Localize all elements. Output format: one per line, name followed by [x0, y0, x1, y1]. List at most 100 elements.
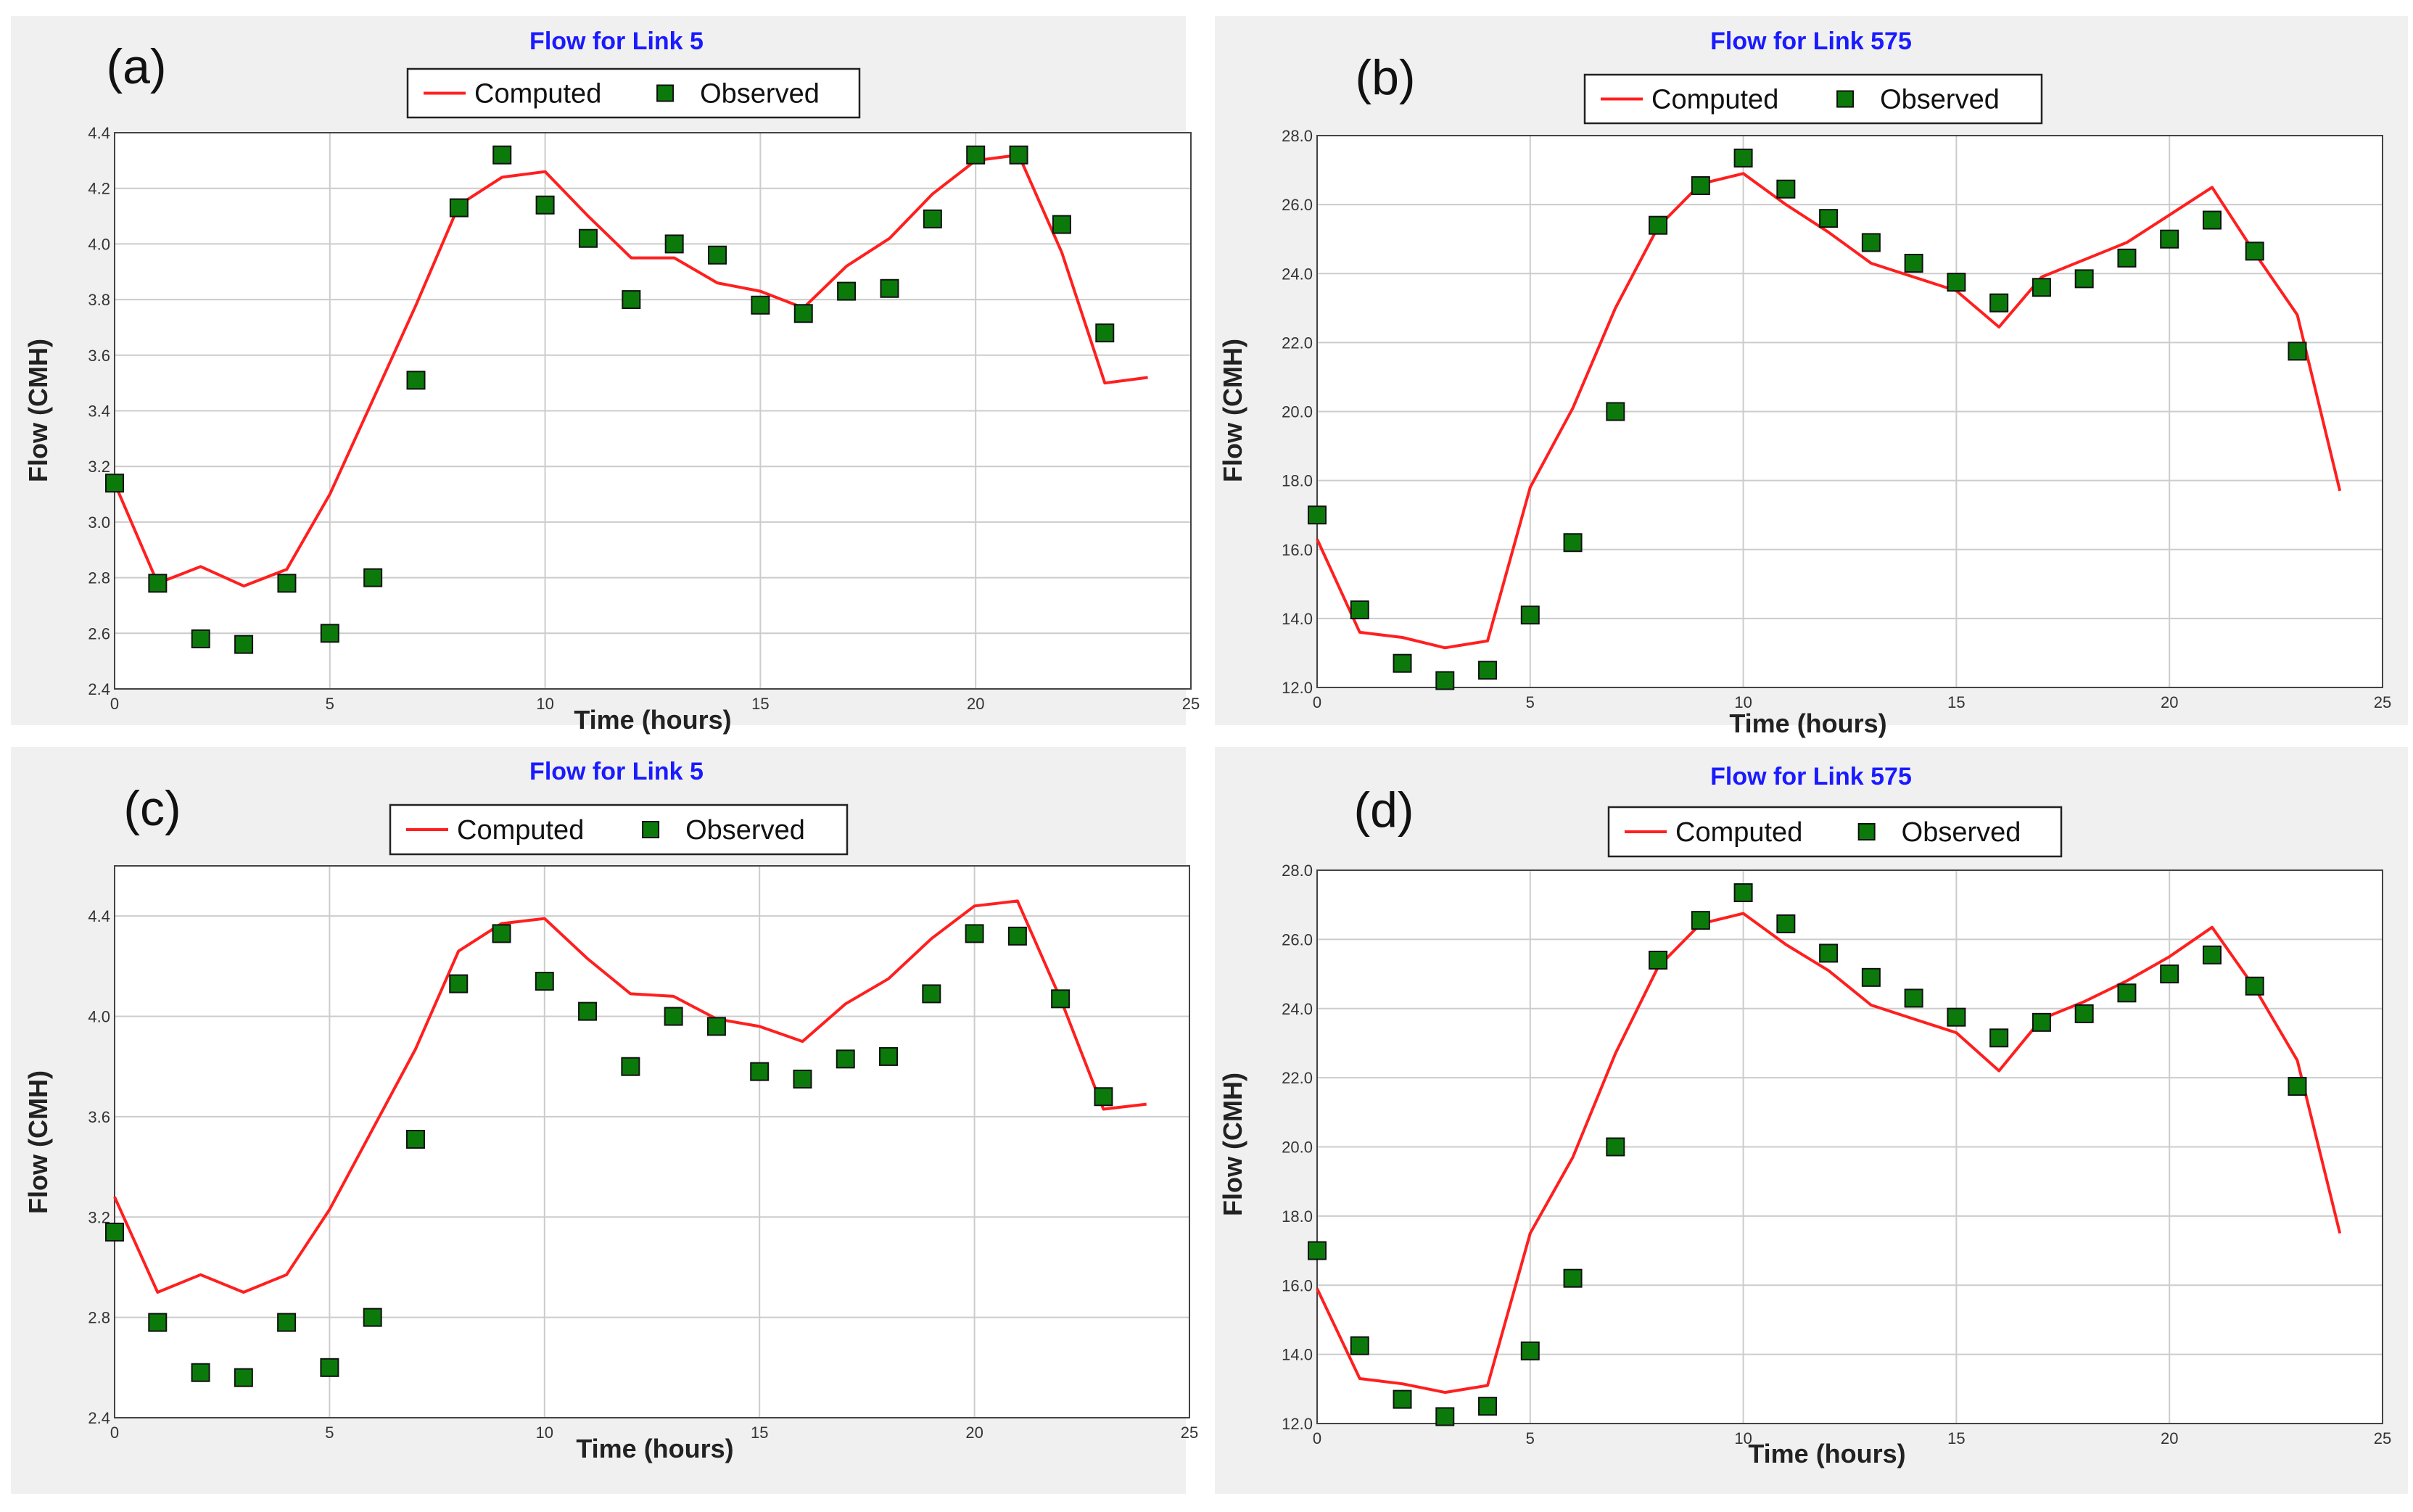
y-tick-label: 12.0: [1282, 1415, 1313, 1433]
y-tick-label: 4.4: [88, 907, 110, 925]
plot-frame: [114, 132, 1192, 690]
observed-point: [1094, 1087, 1113, 1107]
legend: Computed Observed: [1583, 73, 2043, 125]
y-tick-label: 18.0: [1282, 472, 1313, 490]
computed-series-line: [113, 899, 1147, 1294]
observed-point: [578, 1001, 598, 1021]
y-axis-label: Flow (CMH): [1218, 1073, 1247, 1216]
legend-observed-swatch: [1836, 90, 1855, 108]
legend-observed-label: Observed: [1902, 817, 2021, 848]
observed-point: [2032, 278, 2051, 297]
y-tick-label: 16.0: [1282, 541, 1313, 559]
observed-point: [1007, 926, 1027, 946]
legend: Computed Observed: [389, 803, 849, 856]
observed-point: [966, 145, 986, 165]
legend-observed-swatch: [642, 821, 660, 838]
observed-point: [1733, 883, 1753, 902]
legend: Computed Observed: [1607, 806, 2063, 858]
observed-point: [1819, 943, 1839, 963]
observed-point: [1649, 950, 1668, 970]
legend-observed-swatch: [1857, 823, 1876, 840]
observed-point: [234, 635, 254, 654]
chart-title: Flow for Link 5: [529, 28, 704, 55]
observed-point: [1989, 1028, 2009, 1048]
y-tick-label: 2.8: [88, 1309, 110, 1327]
observed-point: [1009, 145, 1028, 165]
observed-point: [1947, 1007, 1966, 1027]
y-tick-label: 22.0: [1282, 334, 1313, 352]
x-tick-label: 25: [2374, 1429, 2391, 1447]
observed-point: [965, 924, 984, 943]
y-tick-label: 2.8: [88, 569, 110, 587]
observed-point: [837, 281, 857, 301]
observed-point: [1520, 1341, 1540, 1360]
observed-point: [492, 145, 512, 165]
x-tick-label: 20: [2161, 1429, 2178, 1447]
y-axis-label: Flow (CMH): [23, 1070, 53, 1214]
observed-point: [535, 972, 554, 991]
observed-point: [320, 1358, 339, 1377]
chart-panel-4: 12.0 14.0 16.0 18.0 20.0 22.0 24.0 26.0 28.0 0 5 10…: [1215, 747, 2408, 1494]
observed-point: [708, 245, 727, 265]
observed-point: [1435, 671, 1455, 690]
chart-title: Flow for Link 5: [529, 758, 704, 785]
y-axis-label: Flow (CMH): [1218, 339, 1247, 482]
x-axis-label: Time (hours): [1729, 709, 1886, 738]
observed-point: [2160, 964, 2179, 984]
observed-point: [191, 1363, 210, 1382]
y-tick-label: 26.0: [1282, 930, 1313, 949]
legend-observed-swatch: [656, 84, 675, 102]
x-axis-label: Time (hours): [574, 705, 731, 735]
observed-point: [492, 924, 511, 943]
observed-point: [1861, 967, 1881, 987]
observed-point: [191, 629, 210, 648]
y-tick-label: 4.0: [88, 1008, 110, 1026]
observed-point: [621, 1057, 640, 1076]
legend-box: [1583, 73, 2043, 125]
observed-point: [2288, 342, 2307, 361]
observed-point: [1435, 1407, 1455, 1426]
x-axis-label: Time (hours): [1748, 1439, 1905, 1468]
y-tick-label: 20.0: [1282, 1139, 1313, 1157]
y-tick-label: 24.0: [1282, 265, 1313, 283]
observed-point: [879, 1046, 899, 1066]
y-tick-label: 3.0: [88, 513, 110, 532]
y-tick-label: 4.4: [88, 124, 110, 142]
x-tick-label: 25: [1181, 1424, 1198, 1442]
observed-point: [1563, 1268, 1583, 1288]
y-tick-label: 4.0: [88, 235, 110, 253]
panel-label: (c): [123, 781, 181, 836]
observed-point: [277, 1313, 297, 1332]
y-tick-label: 14.0: [1282, 610, 1313, 628]
legend-box: [389, 803, 849, 856]
y-tick-label: 14.0: [1282, 1346, 1313, 1364]
observed-point: [664, 234, 684, 254]
observed-point: [1393, 1389, 1412, 1409]
x-tick-label: 5: [1526, 1429, 1535, 1447]
y-tick-label: 2.4: [88, 1409, 110, 1427]
observed-point: [836, 1049, 855, 1069]
observed-point: [105, 474, 124, 493]
observed-point: [277, 574, 297, 593]
y-tick-label: 3.4: [88, 402, 110, 421]
observed-point: [1308, 1241, 1327, 1260]
y-tick-label: 18.0: [1282, 1207, 1313, 1226]
observed-point: [405, 1130, 425, 1149]
legend-computed-label: Computed: [457, 815, 584, 846]
legend-box: [1607, 806, 2063, 858]
observed-point: [1606, 1137, 1625, 1157]
observed-point: [2288, 1077, 2307, 1096]
panel-label: (b): [1355, 50, 1415, 105]
chart-panel-1: 2.4 2.6 2.8 3.0 3.2 3.4 3.6 3.8 4.0 4.2 4.4 0 5 10 15 2…: [11, 16, 1200, 735]
x-tick-label: 20: [965, 1424, 983, 1442]
y-tick-label: 2.4: [88, 680, 110, 698]
observed-point: [406, 371, 426, 390]
x-tick-label: 15: [1947, 1429, 1965, 1447]
x-tick-label: 0: [110, 1424, 119, 1442]
observed-point: [1776, 179, 1796, 199]
panel-label: (a): [106, 39, 166, 94]
observed-point: [1691, 911, 1710, 930]
x-tick-label: 15: [751, 695, 769, 713]
